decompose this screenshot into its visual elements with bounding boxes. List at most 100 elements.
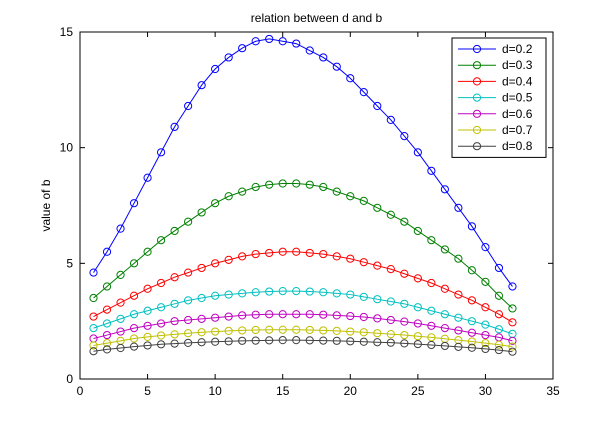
y-tick-label: 15 [60, 25, 74, 39]
data-point [129, 324, 139, 333]
data-point [481, 339, 490, 348]
data-point [102, 282, 112, 291]
data-point [386, 115, 395, 125]
data-point [346, 254, 355, 263]
data-point [454, 313, 463, 322]
data-point [89, 312, 98, 321]
data-point [413, 303, 422, 312]
data-point [467, 296, 477, 305]
legend-marker [472, 109, 482, 118]
data-point [251, 336, 260, 345]
data-point [170, 317, 179, 326]
data-point [481, 320, 490, 329]
data-point [184, 315, 193, 325]
x-tick-label: 35 [546, 384, 560, 398]
series-line [93, 251, 513, 323]
data-point [89, 324, 98, 333]
data-point [238, 311, 247, 320]
data-point [170, 330, 179, 339]
series-line [93, 329, 513, 348]
legend-label: d=0.5 [502, 91, 533, 105]
data-point [413, 339, 422, 349]
series-line [93, 313, 513, 342]
data-point [332, 326, 341, 335]
data-point [494, 263, 504, 273]
data-point [238, 252, 247, 261]
data-point [102, 330, 112, 340]
data-point [494, 291, 504, 300]
data-point [467, 222, 477, 231]
x-tick-label: 25 [411, 384, 425, 398]
data-point [427, 236, 436, 245]
data-point [102, 319, 112, 328]
legend-marker [472, 61, 482, 70]
data-point [251, 37, 260, 46]
series-line [93, 339, 513, 353]
data-point [494, 345, 504, 355]
data-point [89, 293, 98, 303]
series-d=0.7 [89, 325, 517, 351]
legend-item: d=0.4 [458, 74, 533, 88]
data-point [278, 336, 287, 345]
data-point [440, 284, 449, 293]
data-point [102, 305, 112, 314]
axis-ticks: 0 5 10 15 20 25 30 35 0 5 10 15 [60, 25, 560, 398]
data-point [359, 337, 368, 346]
data-point [292, 39, 301, 48]
data-point [184, 296, 193, 305]
data-point [427, 321, 436, 330]
data-point [129, 259, 139, 268]
data-point [211, 337, 220, 346]
legend-item: d=0.6 [458, 107, 533, 121]
data-point [413, 332, 422, 341]
data-point [170, 226, 179, 236]
data-point [508, 318, 517, 327]
series-line [93, 290, 513, 335]
legend-label: d=0.7 [502, 123, 533, 137]
data-point [238, 326, 247, 335]
data-point [332, 62, 341, 71]
y-tick-label: 0 [66, 372, 73, 386]
data-point [359, 292, 368, 301]
data-point [238, 187, 247, 196]
data-point [494, 310, 504, 319]
data-point [373, 203, 382, 212]
data-point [386, 330, 395, 339]
data-point [481, 303, 490, 312]
legend-marker [472, 44, 482, 54]
data-point [129, 342, 139, 351]
data-point [184, 217, 193, 226]
data-point [129, 199, 139, 208]
data-point [454, 290, 463, 299]
data-point [129, 310, 139, 319]
legend-item: d=0.8 [458, 139, 533, 153]
data-point [319, 336, 328, 345]
data-point [143, 341, 152, 350]
legend: d=0.2 d=0.3 d=0.4 d=0.5 d=0.6 d=0.7 d=0.8 [451, 37, 547, 158]
data-point [184, 268, 193, 277]
data-point [197, 208, 206, 217]
data-point [413, 226, 422, 236]
data-point [238, 336, 247, 345]
data-point [346, 337, 355, 346]
data-point [184, 329, 193, 338]
legend-item: d=0.5 [458, 91, 533, 105]
legend-item: d=0.7 [458, 123, 533, 137]
data-point [265, 287, 274, 296]
data-point [481, 243, 490, 252]
data-point [265, 325, 274, 334]
data-point [278, 286, 287, 296]
data-point [265, 180, 274, 189]
x-tick-label: 10 [208, 384, 222, 398]
data-point [278, 325, 287, 334]
legend-marker [472, 93, 482, 102]
legend-label: d=0.2 [502, 42, 533, 56]
data-point [305, 46, 314, 55]
data-point [116, 270, 125, 279]
data-point [278, 37, 287, 46]
data-point [373, 295, 382, 304]
data-point [224, 326, 233, 335]
series-d=0.2 [89, 34, 517, 291]
data-point [265, 310, 274, 319]
